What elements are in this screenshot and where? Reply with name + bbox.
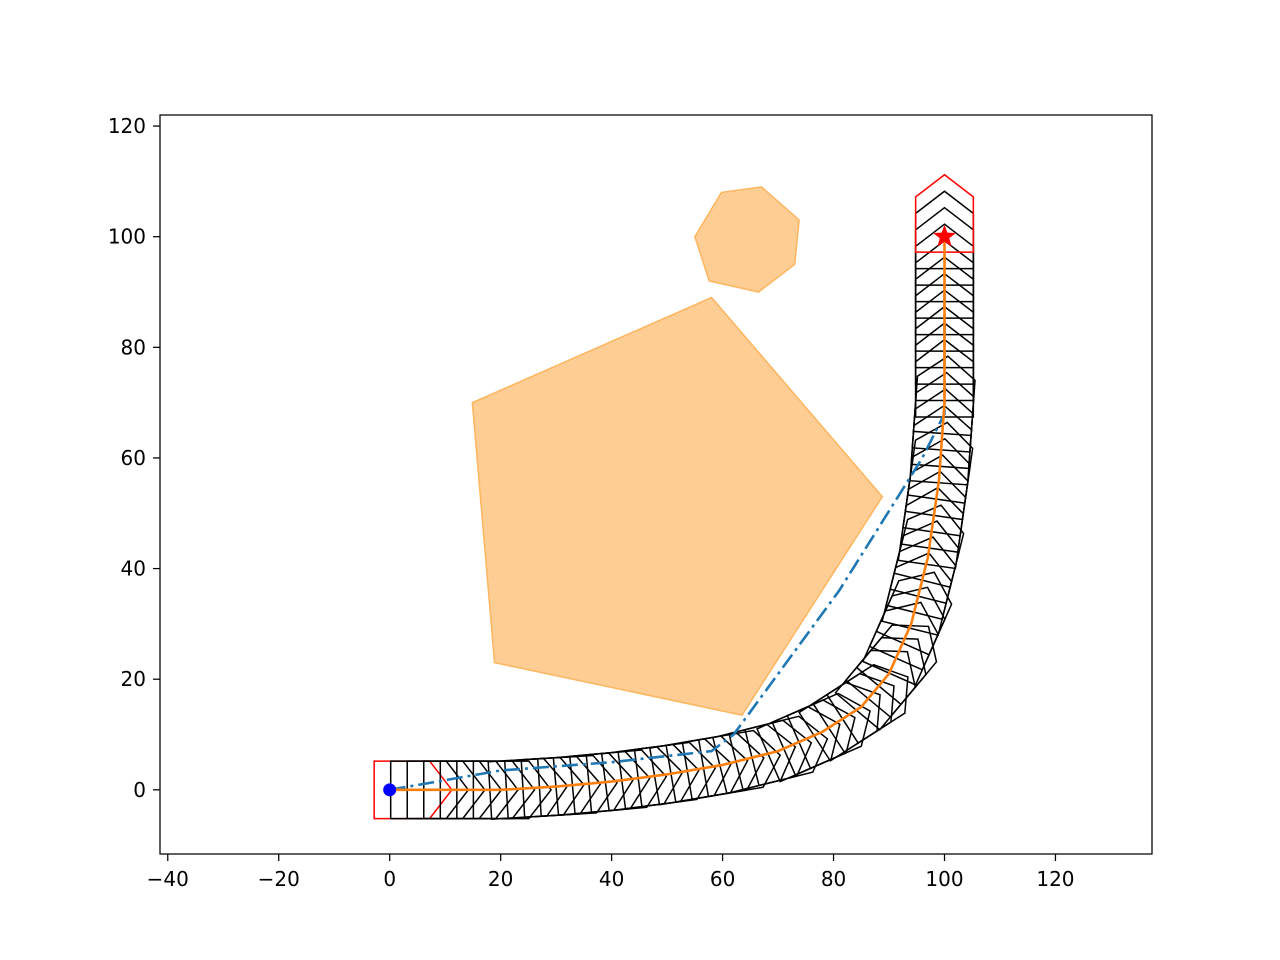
- obstacles: [471, 186, 884, 717]
- x-tick-label: 20: [488, 867, 513, 891]
- footprint: [585, 749, 668, 814]
- vehicle-footprints: [373, 173, 976, 820]
- y-tick-label: 0: [133, 778, 146, 802]
- x-axis: −40 −20 0 20 40 60 80 100 120: [147, 854, 1075, 891]
- y-axis: 0 20 40 60 80 100 120: [108, 114, 160, 802]
- y-tick-label: 20: [121, 667, 146, 691]
- footprint: [875, 571, 953, 656]
- x-tick-label: −40: [147, 867, 189, 891]
- y-tick-label: 120: [108, 114, 146, 138]
- goal-marker: [933, 224, 956, 247]
- obstacle-pentagon: [471, 296, 884, 717]
- start-marker: [383, 783, 397, 797]
- footprint: [744, 715, 829, 787]
- x-tick-label: 40: [599, 867, 624, 891]
- x-tick-label: −20: [258, 867, 300, 891]
- axes-frame: [159, 114, 1153, 855]
- y-tick-label: 40: [121, 557, 146, 581]
- footprint: [697, 729, 782, 798]
- paths: [389, 236, 946, 792]
- obstacle-octagon: [694, 186, 800, 293]
- y-tick-label: 80: [121, 335, 146, 359]
- smoothed-path: [389, 236, 946, 792]
- goal-footprint: [914, 173, 975, 253]
- x-tick-label: 60: [710, 867, 735, 891]
- footprint: [825, 663, 909, 745]
- x-tick-label: 120: [1036, 867, 1074, 891]
- y-tick-label: 100: [108, 225, 146, 249]
- footprint: [786, 692, 871, 770]
- footprint: [855, 624, 938, 706]
- y-tick-label: 60: [121, 446, 146, 470]
- x-tick-label: 0: [383, 867, 396, 891]
- markers: [383, 224, 956, 797]
- x-tick-label: 100: [925, 867, 963, 891]
- x-tick-label: 80: [821, 867, 846, 891]
